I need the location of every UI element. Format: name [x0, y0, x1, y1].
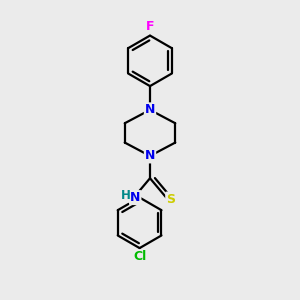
Text: N: N [145, 149, 155, 162]
Text: S: S [166, 193, 175, 206]
Text: H: H [121, 189, 130, 202]
Text: Cl: Cl [133, 250, 146, 263]
Text: N: N [145, 103, 155, 116]
Text: N: N [130, 191, 140, 204]
Text: F: F [146, 20, 154, 33]
